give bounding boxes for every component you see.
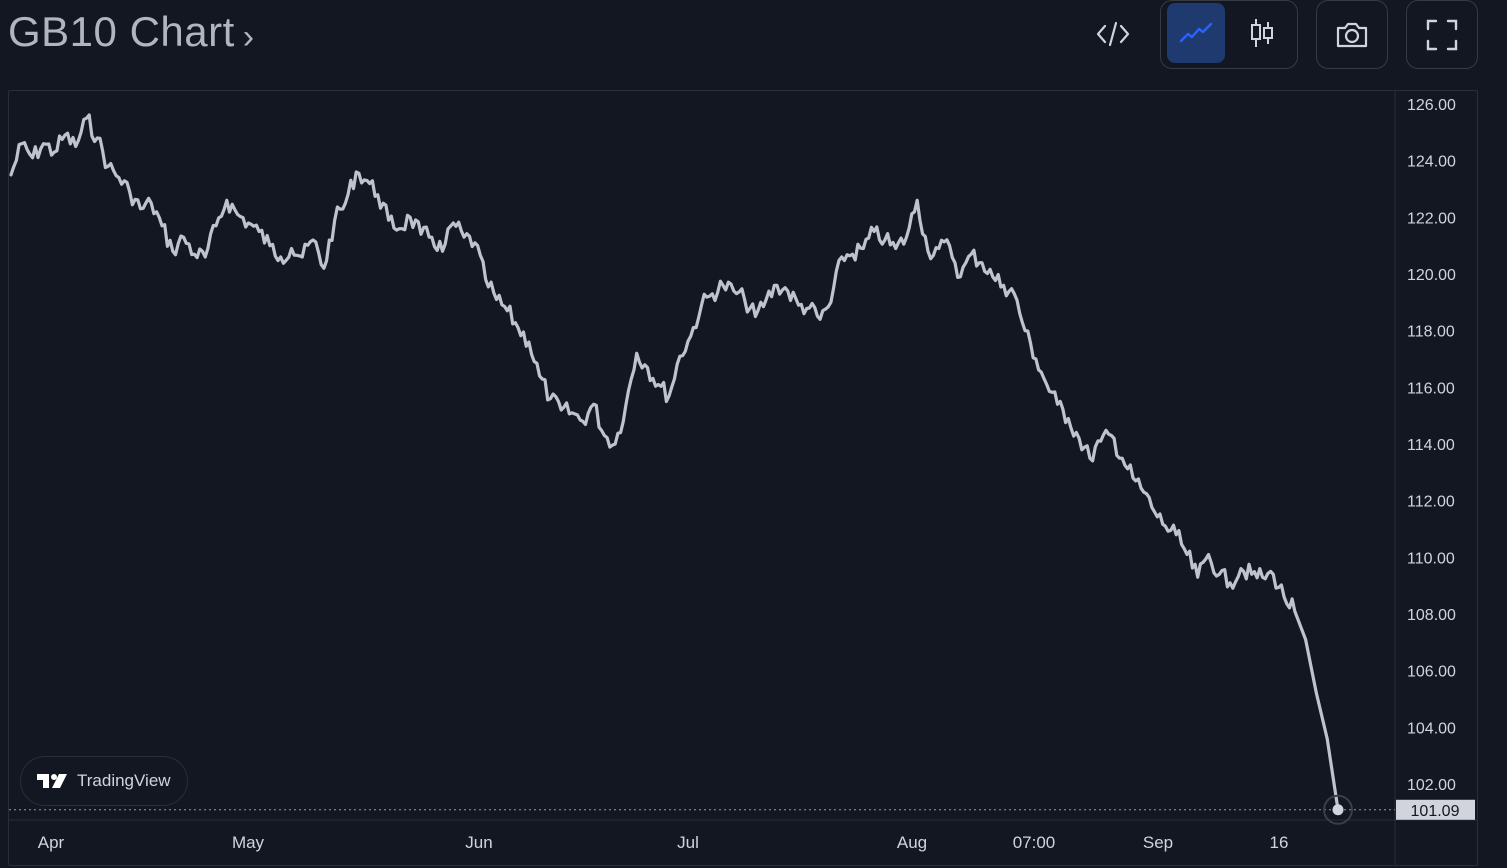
chart-frame xyxy=(8,90,1478,866)
y-tick-label: 106.00 xyxy=(1407,664,1456,681)
endpoint-halo xyxy=(1323,794,1353,825)
x-tick-label: May xyxy=(232,833,265,852)
y-tick-label: 102.00 xyxy=(1407,777,1456,794)
symbol-title[interactable]: GB10 Chart xyxy=(8,8,235,55)
fullscreen-button[interactable] xyxy=(1406,0,1478,69)
code-icon xyxy=(1096,21,1130,47)
y-tick-label: 116.00 xyxy=(1407,380,1455,397)
fullscreen-icon xyxy=(1426,19,1458,50)
line-chart-icon xyxy=(1179,22,1213,43)
y-tick-label: 126.00 xyxy=(1407,97,1456,114)
x-tick-label: Apr xyxy=(38,833,65,852)
candle-chart-button[interactable] xyxy=(1233,3,1291,63)
chevron-right-icon[interactable]: › xyxy=(242,18,255,56)
chart-type-toggle xyxy=(1160,0,1298,69)
last-price-tag xyxy=(1396,799,1475,820)
candlestick-icon xyxy=(1251,19,1273,47)
tradingview-logo-icon xyxy=(37,774,67,788)
tradingview-badge[interactable]: TradingView xyxy=(20,756,188,806)
y-tick-label: 114.00 xyxy=(1407,437,1455,454)
y-tick-label: 122.00 xyxy=(1407,210,1456,227)
y-tick-label: 124.00 xyxy=(1407,154,1456,171)
x-tick-label: Jun xyxy=(465,833,492,852)
y-tick-label: 120.00 xyxy=(1407,267,1456,284)
price-line xyxy=(9,113,1340,812)
y-tick-label: 118.00 xyxy=(1407,324,1455,341)
camera-icon xyxy=(1336,22,1368,47)
x-tick-label: Aug xyxy=(897,833,927,852)
line-chart-button[interactable] xyxy=(1167,3,1225,63)
tradingview-label: TradingView xyxy=(77,771,171,790)
x-tick-label: 07:00 xyxy=(1013,833,1056,852)
y-tick-label: 112.00 xyxy=(1407,494,1455,511)
page-title[interactable]: GB10 Chart › xyxy=(8,8,255,56)
chart-header: GB10 Chart › xyxy=(0,0,1507,80)
endpoint-marker xyxy=(1332,804,1344,816)
x-tick-label: Jul xyxy=(677,833,699,852)
x-tick-label: Sep xyxy=(1143,833,1173,852)
y-tick-label: 104.00 xyxy=(1407,720,1456,737)
snapshot-button[interactable] xyxy=(1316,0,1388,69)
last-price-label: 101.09 xyxy=(1411,803,1460,820)
x-tick-label: 16 xyxy=(1270,833,1289,852)
y-tick-label: 110.00 xyxy=(1407,550,1455,567)
y-tick-label: 108.00 xyxy=(1407,607,1456,624)
embed-button[interactable] xyxy=(1085,6,1141,62)
